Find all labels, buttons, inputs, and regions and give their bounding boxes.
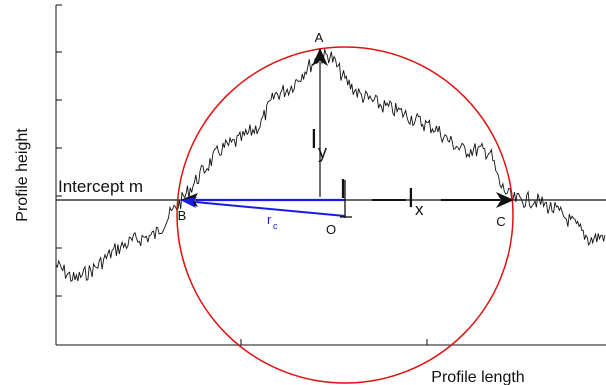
lx-arrow bbox=[372, 192, 514, 208]
radius-arrow bbox=[180, 197, 346, 217]
l-main-label: l bbox=[340, 174, 346, 204]
point-o-label: O bbox=[326, 222, 336, 237]
intercept-label: Intercept m bbox=[58, 177, 143, 196]
center-marker bbox=[340, 180, 352, 218]
rc-label-sub: c bbox=[273, 221, 278, 231]
ly-label-sub: y bbox=[318, 142, 327, 162]
axis-ticks bbox=[56, 4, 428, 345]
lx-label-sub: x bbox=[415, 200, 424, 219]
point-c-label: C bbox=[496, 214, 505, 229]
roughness-profile bbox=[55, 49, 606, 283]
rc-label-base: r bbox=[267, 212, 272, 227]
x-axis-label: Profile length bbox=[431, 369, 524, 385]
ly-label-base: l bbox=[311, 124, 317, 154]
point-b-label: B bbox=[178, 208, 187, 223]
point-a-label: A bbox=[315, 30, 324, 45]
ly-arrow bbox=[312, 48, 328, 197]
fitted-circle bbox=[176, 46, 514, 384]
y-axis-label: Profile height bbox=[14, 128, 31, 222]
lx-label-base: l bbox=[408, 183, 414, 213]
axes-frame bbox=[55, 5, 606, 346]
